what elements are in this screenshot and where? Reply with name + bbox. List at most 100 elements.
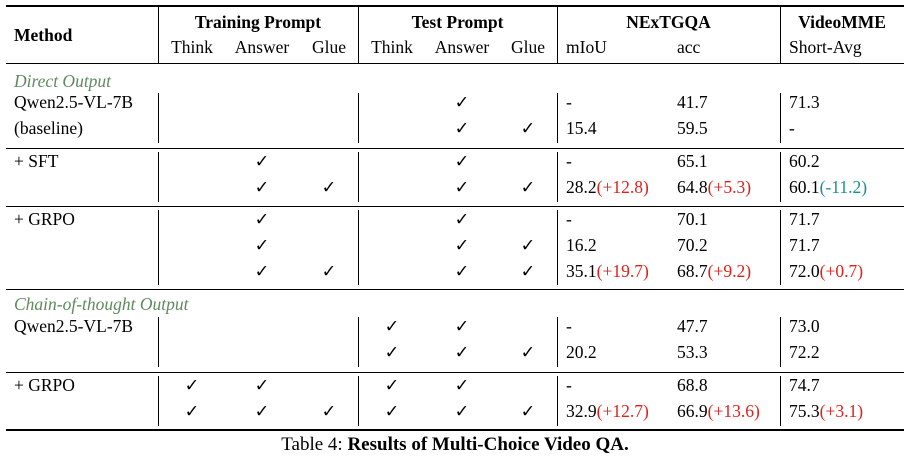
checkmark: ✓: [454, 342, 470, 362]
acc-delta: (+5.3): [707, 177, 752, 197]
checkmark: ✓: [384, 401, 400, 421]
acc-value: 70.1: [677, 209, 708, 229]
miou-value: -: [566, 375, 572, 395]
miou-value: 35.1: [566, 261, 597, 281]
column-divider: [557, 7, 558, 63]
vm-cell: -: [789, 118, 795, 138]
miou-delta: (+12.8): [596, 177, 649, 197]
column-divider: [557, 210, 558, 285]
checkmark: ✓: [384, 316, 400, 336]
acc-value: 65.1: [677, 151, 708, 171]
checkmark: ✓: [254, 261, 270, 281]
acc-cell: 53.3: [677, 342, 708, 362]
header-training-prompt: Training Prompt: [194, 12, 322, 32]
miou-cell: -: [566, 316, 572, 336]
acc-cell: 64.8(+5.3): [677, 177, 751, 197]
miou-value: 32.9: [566, 401, 597, 421]
miou-value: -: [566, 151, 572, 171]
acc-delta: (+13.6): [707, 401, 760, 421]
miou-cell: 28.2(+12.8): [566, 177, 649, 197]
checkmark: ✓: [520, 261, 536, 281]
method-cell: Qwen2.5-VL-7B: [14, 316, 134, 336]
acc-value: 47.7: [677, 316, 708, 336]
checkmark: ✓: [184, 401, 200, 421]
vm-cell: 72.2: [789, 342, 820, 362]
checkmark: ✓: [254, 375, 270, 395]
miou-cell: -: [566, 151, 572, 171]
acc-cell: 66.9(+13.6): [677, 401, 760, 421]
acc-cell: 70.1: [677, 209, 708, 229]
method-cell: + GRPO: [14, 375, 75, 395]
subheader-train-glue: Glue: [311, 37, 347, 57]
vm-delta: (-11.2): [819, 177, 868, 197]
checkmark: ✓: [454, 401, 470, 421]
header-nextgqa: NExTGQA: [626, 12, 711, 32]
miou-cell: -: [566, 375, 572, 395]
column-divider: [557, 152, 558, 202]
vm-cell: 60.1(-11.2): [789, 177, 867, 197]
checkmark: ✓: [321, 177, 337, 197]
method-cell: (baseline): [14, 118, 83, 138]
column-divider: [158, 152, 159, 202]
header-method: Method: [14, 25, 73, 45]
column-divider: [557, 317, 558, 367]
checkmark: ✓: [520, 177, 536, 197]
column-divider: [557, 93, 558, 143]
checkmark: ✓: [254, 151, 270, 171]
vm-value: 75.3: [789, 401, 820, 421]
subheader-test-answer: Answer: [434, 37, 490, 57]
checkmark: ✓: [254, 401, 270, 421]
checkmark: ✓: [454, 209, 470, 229]
vm-cell: 73.0: [789, 316, 820, 336]
miou-delta: (+19.7): [596, 261, 649, 281]
miou-value: 28.2: [566, 177, 597, 197]
column-divider: [780, 93, 781, 143]
checkmark: ✓: [254, 177, 270, 197]
column-divider: [158, 210, 159, 285]
miou-cell: 32.9(+12.7): [566, 401, 649, 421]
column-divider: [158, 7, 159, 63]
acc-value: 64.8: [677, 177, 708, 197]
checkmark: ✓: [454, 261, 470, 281]
acc-value: 41.7: [677, 92, 708, 112]
miou-value: 20.2: [566, 342, 597, 362]
miou-value: -: [566, 92, 572, 112]
vm-cell: 71.7: [789, 209, 820, 229]
miou-value: 16.2: [566, 235, 597, 255]
vm-value: 72.2: [789, 342, 820, 362]
miou-cell: 20.2: [566, 342, 597, 362]
method-cell: + GRPO: [14, 209, 75, 229]
checkmark: ✓: [321, 261, 337, 281]
checkmark: ✓: [520, 342, 536, 362]
vm-value: 71.7: [789, 209, 820, 229]
column-divider: [780, 152, 781, 202]
vm-cell: 60.2: [789, 151, 820, 171]
miou-value: -: [566, 316, 572, 336]
subheader-test-glue: Glue: [510, 37, 546, 57]
column-divider: [780, 210, 781, 285]
method-cell: Qwen2.5-VL-7B: [14, 92, 134, 112]
vm-value: -: [789, 118, 795, 138]
checkmark: ✓: [454, 92, 470, 112]
vm-delta: (+0.7): [819, 261, 864, 281]
checkmark: ✓: [454, 118, 470, 138]
acc-cell: 47.7: [677, 316, 708, 336]
miou-cell: 35.1(+19.7): [566, 261, 649, 281]
column-divider: [158, 376, 159, 426]
miou-cell: -: [566, 209, 572, 229]
checkmark: ✓: [321, 401, 337, 421]
acc-delta: (+9.2): [707, 261, 752, 281]
acc-cell: 68.8: [677, 375, 708, 395]
miou-delta: (+12.7): [596, 401, 649, 421]
caption-title: Results of Multi-Choice Video QA.: [347, 434, 629, 455]
acc-value: 66.9: [677, 401, 708, 421]
acc-cell: 65.1: [677, 151, 708, 171]
checkmark: ✓: [454, 316, 470, 336]
checkmark: ✓: [454, 375, 470, 395]
acc-value: 59.5: [677, 118, 708, 138]
acc-value: 53.3: [677, 342, 708, 362]
section-rule: [6, 289, 904, 290]
acc-cell: 70.2: [677, 235, 708, 255]
checkmark: ✓: [254, 209, 270, 229]
vm-cell: 75.3(+3.1): [789, 401, 863, 421]
